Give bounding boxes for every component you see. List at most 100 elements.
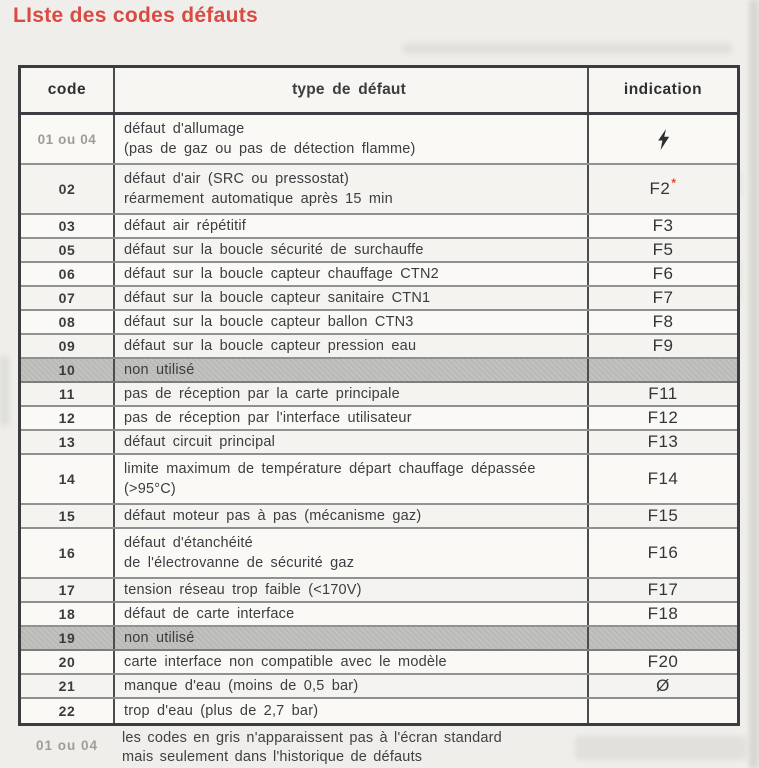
table-row: 13 défaut circuit principal F13 [21,431,737,455]
type-cell: défaut moteur pas à pas (mécanisme gaz) [115,505,589,527]
type-cell: défaut air répétitif [115,215,589,237]
table-row: 18 défaut de carte interface F18 [21,603,737,627]
table-row: 06 défaut sur la boucle capteur chauffage… [21,263,737,287]
table-row: 07 défaut sur la boucle capteur sanitaire… [21,287,737,311]
indication-cell: F5 [589,239,737,261]
indication-cell: F8 [589,311,737,333]
table-row: 08 défaut sur la boucle capteur ballon CT… [21,311,737,335]
indication-cell [589,359,737,381]
indication-value: F9 [652,336,674,355]
footnote-text: les codes en gris n'apparaissent pas à l… [122,730,502,765]
footnote-code: 01 ou 04 [36,738,99,753]
code-cell: 06 [21,263,115,285]
table-row: 02 défaut d'air (SRC ou pressostat) réarm… [21,165,737,215]
table-row: 16 défaut d'étanchéité de l'électrovanne … [21,529,737,579]
code-cell: 21 [21,675,115,697]
indication-cell [589,699,737,723]
indication-cell: F15 [589,505,737,527]
type-cell: défaut sur la boucle sécurité de surchau… [115,239,589,261]
code-cell: 11 [21,383,115,405]
type-cell: non utilisé [115,627,589,649]
code-cell: 12 [21,407,115,429]
table-row: 01 ou 04 défaut d'allumage (pas de gaz ou… [21,115,737,165]
code-cell: 19 [21,627,115,649]
indication-value: F5 [652,240,674,259]
indication-cell: F20 [589,651,737,673]
page-title: LIste des codes défauts [13,4,258,27]
type-cell: non utilisé [115,359,589,381]
table-row: 09 défaut sur la boucle capteur pression … [21,335,737,359]
scan-artifact [749,0,759,768]
indication-cell: F17 [589,579,737,601]
table-header-row: code type de défaut indication [21,68,737,115]
indication-cell: F18 [589,603,737,625]
type-cell: défaut d'air (SRC ou pressostat) réarmem… [115,165,589,213]
code-cell: 22 [21,699,115,723]
indication-cell: F11 [589,383,737,405]
indication-value: F15 [647,506,679,525]
code-cell: 01 ou 04 [21,115,115,163]
code-cell: 02 [21,165,115,213]
type-cell: manque d'eau (moins de 0,5 bar) [115,675,589,697]
table-row: 17 tension réseau trop faible (<170V) F17 [21,579,737,603]
indication-value: F16 [647,543,679,562]
indication-star: * [671,176,677,190]
indication-cell: Ø [589,675,737,697]
indication-cell: F13 [589,431,737,453]
table-row: 21 manque d'eau (moins de 0,5 bar) Ø [21,675,737,699]
table-row: 11 pas de réception par la carte principa… [21,383,737,407]
code-cell: 17 [21,579,115,601]
type-cell: tension réseau trop faible (<170V) [115,579,589,601]
table-row: 20 carte interface non compatible avec le… [21,651,737,675]
scan-artifact [575,736,747,760]
code-cell: 13 [21,431,115,453]
indication-value: F8 [652,312,674,331]
column-header-code: code [21,68,115,112]
code-cell: 08 [21,311,115,333]
table-body: 01 ou 04 défaut d'allumage (pas de gaz ou… [21,115,737,723]
type-cell: défaut sur la boucle capteur pression ea… [115,335,589,357]
type-cell: défaut d'étanchéité de l'électrovanne de… [115,529,589,577]
type-cell: défaut sur la boucle capteur sanitaire C… [115,287,589,309]
code-cell: 18 [21,603,115,625]
code-cell: 14 [21,455,115,503]
indication-value: F12 [647,408,679,427]
table-row: 14 limite maximum de température départ c… [21,455,737,505]
type-cell: pas de réception par l'interface utilisa… [115,407,589,429]
table-row: 15 défaut moteur pas à pas (mécanisme gaz… [21,505,737,529]
lightning-bolt-icon [657,128,669,150]
code-cell: 16 [21,529,115,577]
table-row: 03 défaut air répétitif F3 [21,215,737,239]
indication-value: F13 [647,432,679,451]
code-cell: 05 [21,239,115,261]
indication-cell: F6 [589,263,737,285]
indication-cell [589,627,737,649]
type-cell: défaut d'allumage (pas de gaz ou pas de … [115,115,589,163]
type-cell: défaut circuit principal [115,431,589,453]
indication-value: F6 [652,264,674,283]
table-row: 19 non utilisé [21,627,737,651]
type-cell: trop d'eau (plus de 2,7 bar) [115,699,589,723]
table-row: 05 défaut sur la boucle sécurité de surch… [21,239,737,263]
indication-cell: F2 * [589,165,737,213]
indication-value: F14 [647,469,679,488]
type-cell: limite maximum de température départ cha… [115,455,589,503]
fault-codes-table: code type de défaut indication 01 ou 04 d… [18,65,740,726]
code-cell: 10 [21,359,115,381]
code-cell: 07 [21,287,115,309]
table-row: 12 pas de réception par l'interface utili… [21,407,737,431]
scan-artifact [0,356,9,426]
indication-value: F17 [647,580,679,599]
indication-value: F11 [648,384,678,403]
column-header-indication: indication [623,81,703,98]
type-cell: défaut sur la boucle capteur chauffage C… [115,263,589,285]
code-cell: 20 [21,651,115,673]
indication-value: F3 [652,216,674,235]
indication-value: F18 [647,604,679,623]
indication-cell [589,115,737,163]
indication-value: F2 [649,179,671,198]
type-cell: défaut de carte interface [115,603,589,625]
type-cell: pas de réception par la carte principale [115,383,589,405]
type-cell: défaut sur la boucle capteur ballon CTN3 [115,311,589,333]
code-cell: 09 [21,335,115,357]
